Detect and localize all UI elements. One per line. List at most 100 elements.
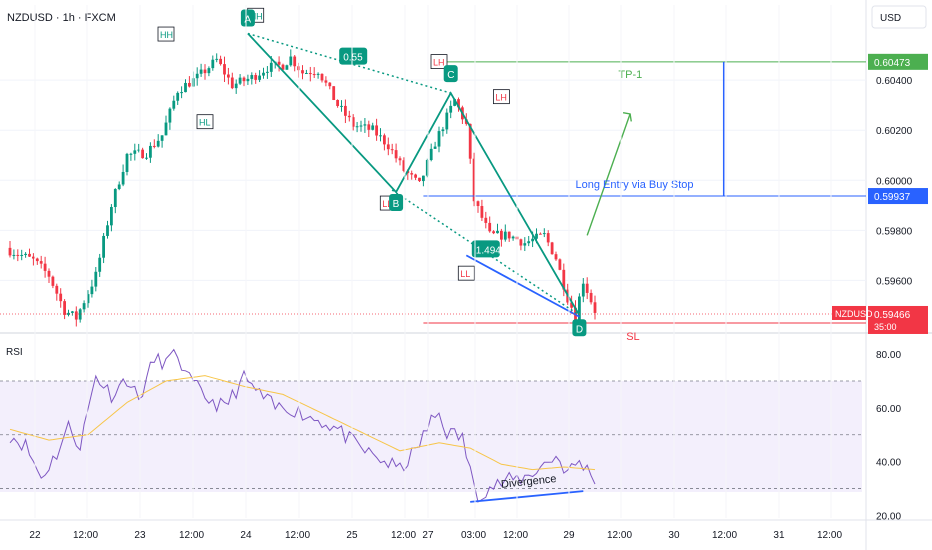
candle-body	[285, 65, 289, 70]
candle-body	[480, 206, 484, 218]
pattern-point-label: A	[244, 15, 251, 26]
rsi-tick-label: 20.00	[876, 511, 901, 522]
candle-body	[39, 261, 43, 264]
time-axis: 22 12:00 23 12:00 24 12:00 25 12:00 27 03:00 12:00…	[29, 5, 842, 541]
time-tick-label: 12:00	[817, 530, 842, 541]
time-tick-label: 03:00	[461, 530, 486, 541]
candle-body	[429, 148, 433, 161]
candle-body	[266, 71, 269, 73]
candle-body	[558, 259, 562, 270]
candle-body	[32, 256, 35, 259]
candle-body	[172, 100, 176, 109]
candle-body	[523, 243, 527, 246]
candle-body	[301, 70, 304, 74]
candle-body	[390, 149, 394, 151]
swing-label-box	[492, 89, 510, 105]
candle-body	[394, 150, 398, 159]
symbol-tag-badge	[832, 305, 866, 320]
candle-body	[230, 77, 234, 89]
candle-body	[410, 173, 414, 175]
candle-body	[277, 61, 281, 65]
currency-button[interactable]	[871, 5, 927, 29]
candle-body	[449, 105, 453, 113]
candle-body	[86, 294, 90, 304]
candle-body	[453, 99, 456, 106]
swing-label-box	[430, 54, 448, 69]
swing-label: LL	[460, 269, 470, 279]
candle-body	[371, 125, 375, 130]
candle-body	[363, 124, 367, 126]
candle-body	[340, 105, 343, 107]
price-tick-label: 0.60400	[876, 76, 913, 87]
candle-body	[472, 158, 476, 202]
candle-body	[546, 233, 550, 243]
candle-body	[328, 82, 332, 87]
time-tick-label: 22	[29, 530, 41, 541]
rsi-divergence-line	[470, 490, 584, 503]
candle-body	[211, 59, 215, 69]
projection-arrow-head	[622, 111, 632, 122]
candle-body	[160, 135, 164, 141]
rsi-ma-line	[9, 375, 596, 471]
candle-body	[441, 129, 445, 132]
candle-body	[542, 233, 546, 235]
candle-body	[531, 238, 534, 242]
candle-body	[133, 150, 137, 154]
pattern-point-badge	[389, 194, 404, 212]
candle-body	[578, 296, 581, 321]
swing-label: HL	[199, 118, 211, 128]
candle-body	[234, 83, 238, 89]
candle-body	[82, 303, 86, 310]
candle-body	[344, 105, 347, 116]
pattern-overlays: TP-1 Long Entry via Buy Stop SL HH HL HH LH LH L…	[0, 7, 928, 343]
swing-label-box	[157, 26, 175, 42]
candle-body	[129, 153, 133, 155]
candle-body	[242, 77, 246, 82]
candle-body	[562, 269, 566, 290]
candle-body	[141, 149, 144, 159]
candle-body	[359, 125, 363, 127]
symbol-tag: NZDUSD	[835, 309, 873, 319]
candle-body	[137, 149, 141, 151]
abcd-pattern-line	[247, 32, 581, 316]
time-tick-label: 12:00	[285, 530, 310, 541]
candle-body	[539, 233, 542, 235]
candle-body	[484, 217, 488, 223]
projection-arrow	[586, 113, 631, 236]
candle-body	[468, 123, 472, 159]
candle-body	[219, 58, 222, 65]
candle-body	[308, 73, 312, 75]
time-tick-label: 30	[668, 530, 680, 541]
candle-body	[332, 86, 336, 101]
currency-button-label: USD	[880, 13, 901, 24]
candle-body	[250, 75, 254, 79]
candle-body	[445, 112, 449, 130]
candle-body	[246, 78, 250, 82]
time-tick-label: 31	[773, 530, 785, 541]
candle-body	[121, 171, 125, 185]
candle-body	[593, 302, 597, 313]
candle-body	[59, 293, 63, 302]
candle-body	[63, 301, 66, 315]
candle-body	[156, 140, 160, 147]
candle-body	[168, 108, 172, 123]
candle-body	[320, 73, 324, 81]
tp-price-badge	[868, 53, 928, 70]
price-tick-label: 0.60000	[876, 176, 913, 187]
time-tick-label: 12:00	[391, 530, 416, 541]
candle-body	[199, 69, 203, 74]
ratio-label: 0.55	[343, 53, 363, 64]
price-axis: 0.60400 0.60200 0.60000 0.59800 0.59600	[0, 76, 913, 287]
pattern-point-label: D	[576, 324, 583, 335]
candle-body	[180, 92, 183, 94]
candle-body	[507, 231, 511, 239]
divergence-label: Divergence	[500, 473, 557, 491]
candle-body	[28, 253, 31, 257]
candle-body	[500, 230, 503, 240]
candle-body	[67, 312, 70, 315]
candle-body	[203, 69, 207, 74]
candle-body	[24, 253, 27, 255]
candle-body	[223, 64, 226, 75]
candle-body	[98, 257, 102, 272]
